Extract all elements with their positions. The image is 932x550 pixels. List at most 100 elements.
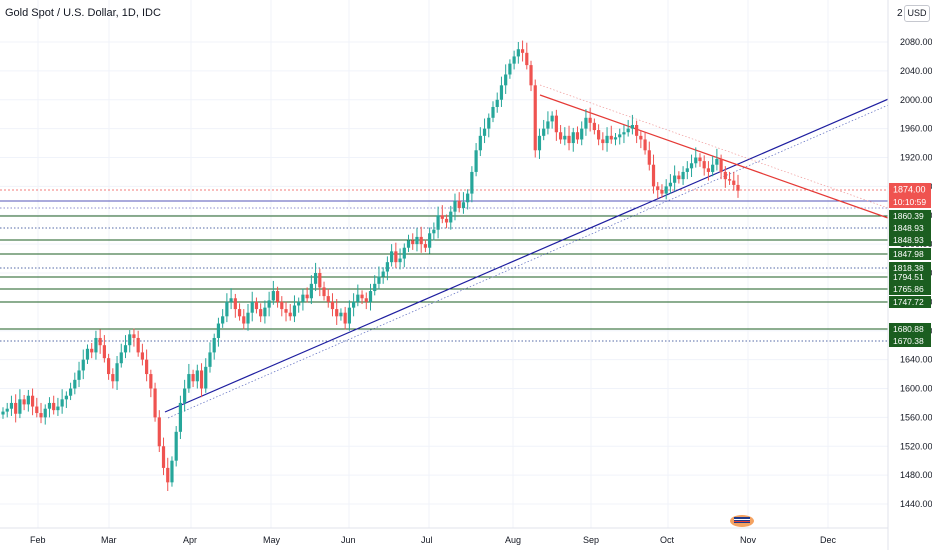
level-label: 1818.38 — [893, 263, 924, 273]
level-label: 1747.72 — [893, 297, 924, 307]
candle-body — [605, 135, 609, 144]
candle-body — [381, 271, 385, 277]
candle-body — [145, 359, 149, 375]
candle-body — [588, 117, 592, 123]
candle-body — [73, 379, 77, 389]
level-label-bg — [889, 248, 931, 260]
candle-body — [275, 291, 280, 302]
candle-body — [187, 374, 191, 389]
x-tick-label: Aug — [505, 535, 521, 545]
candle-body — [68, 388, 73, 396]
candle-body — [584, 117, 588, 129]
currency-button[interactable]: USD — [904, 5, 930, 22]
x-tick-label: Mar — [101, 535, 117, 545]
candle-body — [656, 186, 660, 190]
candle-body — [356, 294, 360, 302]
candle-body — [267, 300, 271, 308]
candle-body — [60, 399, 64, 407]
candle-body — [685, 168, 689, 172]
candle-body — [128, 334, 132, 346]
y-tick-label: 1640.00 — [900, 355, 932, 365]
level-label: 1847.98 — [893, 249, 924, 259]
candle-body — [216, 323, 221, 338]
candle-body — [26, 395, 30, 405]
candle-body — [339, 312, 343, 317]
candle-body — [14, 402, 18, 414]
candle-body — [309, 283, 313, 299]
y-tick-label: 1920.00 — [900, 153, 932, 163]
candle-body — [242, 316, 246, 324]
candle-body — [461, 202, 466, 209]
candle-body — [52, 402, 56, 411]
level-label-bg — [889, 234, 931, 246]
candle-body — [43, 408, 47, 418]
candle-body — [107, 358, 111, 375]
candle-body — [254, 301, 259, 310]
y-tick-label: 2000.00 — [900, 95, 932, 105]
candle-body — [35, 406, 39, 414]
candle-body — [673, 175, 677, 183]
candle-body — [470, 171, 474, 194]
candle-body — [322, 287, 326, 297]
candle-body — [520, 49, 525, 53]
candle-body — [237, 309, 242, 317]
candle-body — [482, 128, 487, 136]
candle-body — [77, 370, 81, 380]
candle-body — [364, 298, 368, 302]
candle-body — [567, 135, 571, 144]
candle-body — [221, 316, 225, 324]
candle-body — [643, 139, 647, 151]
candle-body — [102, 345, 106, 359]
candle-body — [259, 309, 263, 317]
candle-body — [183, 388, 187, 403]
y-tick-label: 2040.00 — [900, 66, 932, 76]
time-axis[interactable]: Feb Mar Apr May Jun Jul Aug Sep Oct Nov Dec — [0, 527, 888, 545]
candle-body — [90, 348, 94, 353]
candle-body — [478, 135, 482, 151]
flag-logo-icon — [730, 515, 754, 527]
candle-body — [533, 85, 537, 151]
countdown-bg — [889, 196, 931, 208]
candle-body — [702, 161, 706, 169]
candle-body — [250, 301, 254, 313]
candle-body — [499, 85, 504, 100]
candle-body — [542, 128, 546, 136]
countdown-label: 10:10:59 — [893, 197, 926, 207]
candle-body — [677, 175, 681, 180]
candle-body — [246, 312, 250, 324]
candle-body — [546, 121, 550, 129]
x-tick-label: Sep — [583, 535, 599, 545]
corner-label: 2 — [897, 8, 903, 19]
trend-lines — [164, 84, 894, 419]
candle-body — [140, 352, 144, 360]
level-label-bg — [889, 335, 931, 347]
candle-body — [402, 247, 406, 259]
candle-body — [229, 298, 233, 302]
candle-body — [368, 291, 373, 302]
candle-body — [271, 291, 275, 301]
candle-body — [660, 189, 664, 194]
level-label-bg — [889, 296, 931, 308]
candle-body — [352, 301, 356, 308]
level-labels: 1860.39 1848.93 1848.93 1847.98 1818.381794.… — [889, 183, 931, 347]
candle-body — [178, 402, 183, 432]
candle-body — [622, 132, 626, 135]
candle-body — [398, 258, 402, 263]
candle-body — [601, 139, 605, 144]
candle-body — [136, 337, 140, 353]
candle-body — [111, 374, 115, 382]
candle-body — [736, 184, 740, 191]
candle-body — [512, 56, 516, 64]
level-label: 1794.51 — [893, 272, 924, 282]
candle-body — [436, 215, 440, 230]
candle-body — [727, 179, 732, 181]
candle-body — [639, 135, 643, 140]
candle-body — [537, 135, 542, 151]
candle-body — [288, 312, 292, 317]
level-label: 1848.93 — [893, 235, 924, 245]
y-tick-label: 1960.00 — [900, 124, 932, 134]
x-tick-label: Apr — [183, 535, 197, 545]
level-label: 1860.39 — [893, 211, 924, 221]
candle-body — [343, 312, 347, 324]
